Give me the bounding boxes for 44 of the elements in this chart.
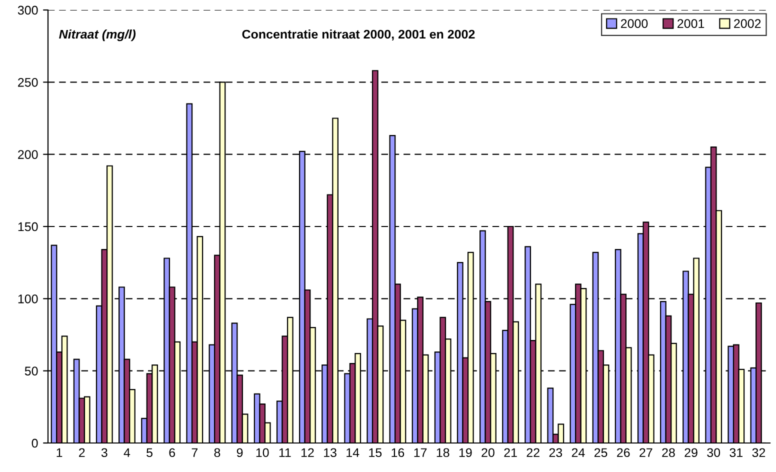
x-tick-label: 15	[369, 448, 382, 458]
x-tick-label: 31	[730, 448, 742, 458]
x-tick-label: 26	[617, 448, 630, 458]
y-tick-label: 0	[32, 438, 38, 448]
x-tick-label: 12	[301, 448, 314, 457]
x-tick-label: 8	[214, 448, 220, 458]
x-tick-label: 18	[436, 448, 450, 458]
x-tick-label: 5	[146, 448, 152, 458]
x-tick-label: 27	[640, 448, 652, 457]
x-tick-label: 25	[594, 448, 608, 458]
x-tick-label: 32	[752, 448, 766, 458]
legend-label: 2002	[734, 19, 761, 28]
x-tick-label: 2	[78, 448, 85, 457]
y-tick-label: 150	[18, 222, 38, 232]
y-tick-label: 300	[18, 6, 38, 15]
x-tick-label: 10	[256, 448, 269, 458]
y-tick-label: 50	[24, 366, 38, 376]
x-tick-label: 4	[124, 448, 130, 457]
x-tick-label: 14	[346, 448, 360, 457]
x-tick-label: 28	[662, 448, 675, 458]
x-tick-label: 7	[192, 448, 198, 457]
x-tick-label: 29	[684, 448, 698, 458]
x-tick-label: 6	[169, 448, 176, 458]
x-tick-label: 21	[504, 448, 517, 457]
y-tick-label: 200	[18, 150, 38, 159]
legend-label: 2001	[678, 19, 704, 28]
x-tick-label: 20	[482, 448, 494, 458]
text: Concentratie nitraat 2000, 2001 en 2002	[242, 29, 475, 40]
x-tick-label: 11	[279, 448, 291, 457]
x-tick-label: 16	[392, 448, 404, 458]
legend-label: 2000	[620, 19, 648, 28]
x-tick-label: 24	[572, 448, 585, 457]
x-tick-label: 30	[707, 448, 720, 458]
x-tick-label: 23	[549, 448, 562, 458]
x-tick-label: 3	[101, 448, 108, 458]
x-tick-label: 1	[56, 448, 62, 457]
y-tick-label: 100	[18, 294, 38, 304]
y-tick-label: 250	[18, 78, 38, 87]
x-tick-label: 17	[414, 448, 427, 457]
x-tick-label: 9	[236, 448, 243, 458]
x-tick-label: 13	[324, 448, 336, 458]
x-tick-label: 19	[459, 448, 472, 458]
y-axis-title: Nitraat (mg/l)	[59, 29, 136, 42]
x-tick-label: 22	[526, 448, 540, 457]
